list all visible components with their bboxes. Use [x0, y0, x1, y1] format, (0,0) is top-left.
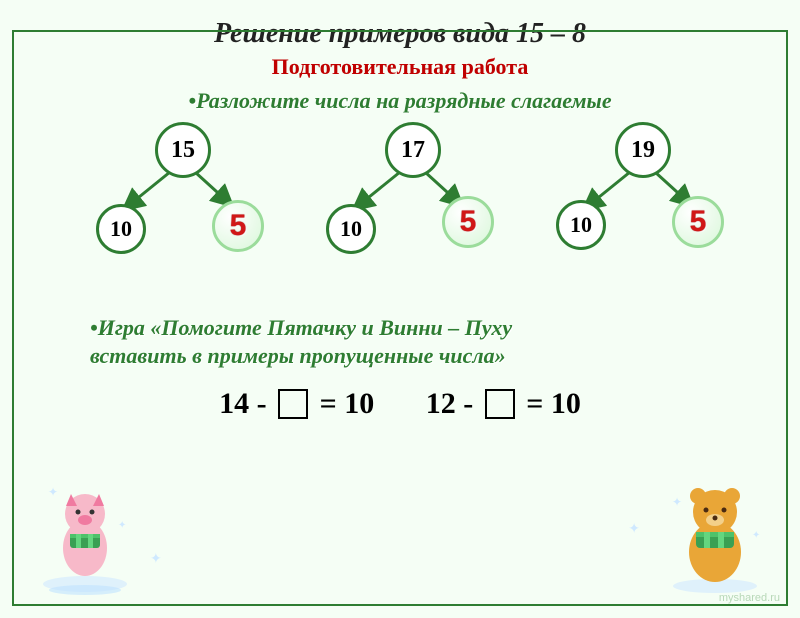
piglet-icon: ✦ ✦ [30, 476, 140, 596]
top-number-2: 17 [385, 122, 441, 178]
left-number-2: 10 [326, 204, 376, 254]
top-number-3: 19 [615, 122, 671, 178]
left-number-3: 10 [556, 200, 606, 250]
top-number-1: 15 [155, 122, 211, 178]
svg-text:✦: ✦ [118, 520, 126, 531]
snowflake-icon: ✦ [628, 521, 640, 538]
decomposition-row: 15 10 5 17 10 5 19 10 5 [0, 124, 800, 284]
snowflake-icon: ✦ [150, 551, 162, 568]
right-number-1: 5 [212, 200, 264, 252]
svg-text:✦: ✦ [672, 495, 682, 509]
left-number-1: 10 [96, 204, 146, 254]
svg-text:✦: ✦ [48, 485, 58, 499]
right-number-2: 5 [442, 196, 494, 248]
svg-text:✦: ✦ [752, 530, 760, 541]
watermark: myshared.ru [719, 592, 780, 604]
pooh-icon: ✦ ✦ [660, 476, 770, 596]
right-number-3: 5 [672, 196, 724, 248]
